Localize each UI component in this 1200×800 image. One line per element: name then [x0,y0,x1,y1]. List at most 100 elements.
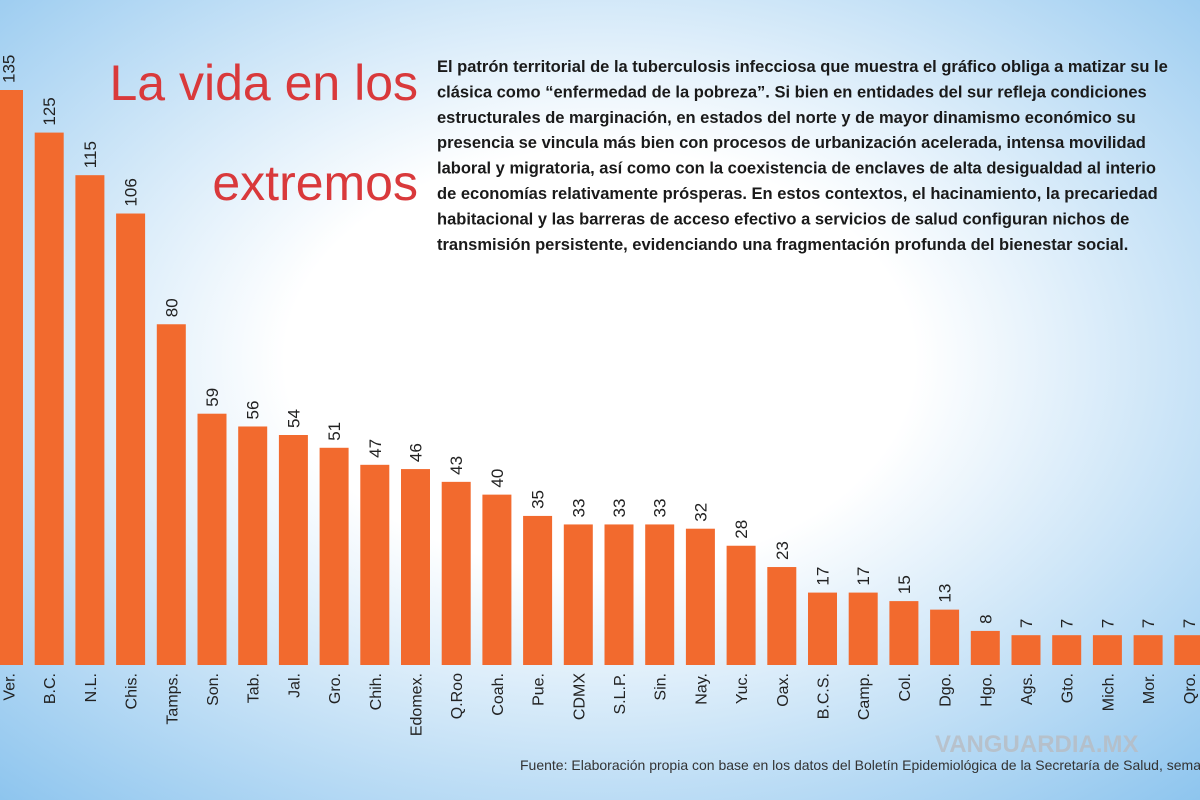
bar [441,481,471,665]
value-label: 54 [284,409,303,428]
bar [1133,635,1163,665]
bar [930,609,960,665]
x-tick-label: Col. [897,673,914,701]
x-tick-label: Pue. [531,673,548,706]
paragraph-line: El patrón territorial de la tuberculosis… [437,58,1168,76]
value-label: 125 [40,97,59,125]
x-tick-label: Edomex. [409,673,426,736]
bar [889,601,919,665]
x-tick-label: B.C. [42,673,59,704]
bar [0,90,23,665]
value-label: 59 [203,388,222,407]
value-label: 47 [366,439,385,458]
bar [75,175,105,665]
x-tick-label: Gto. [1060,673,1077,703]
x-tick-label: Son. [205,673,222,706]
value-label: 35 [529,490,548,509]
bar [848,592,878,665]
value-label: 17 [854,567,873,586]
bar [34,132,64,665]
bar [1174,635,1200,665]
chart-title: extremos [212,155,418,211]
paragraph-line: presencia se vincula más bien con proces… [437,134,1146,152]
bar [278,435,308,665]
bar [1092,635,1122,665]
bar [1052,635,1082,665]
x-tick-label: Chih. [368,673,385,710]
x-tick-label: Gro. [327,673,344,704]
value-label: 51 [325,422,344,441]
x-tick-label: Ags. [1019,673,1036,705]
value-label: 17 [814,567,833,586]
x-tick-label: Qro. [1182,673,1199,704]
value-label: 33 [569,499,588,518]
x-tick-label: Yuc. [734,673,751,704]
bar [156,324,186,665]
value-label: 32 [691,503,710,522]
x-tick-label: S.L.P. [612,673,629,715]
bar [116,213,146,665]
bar [645,524,675,665]
value-label: 115 [81,141,100,168]
bar [726,545,756,665]
bar [238,426,268,665]
value-label: 56 [244,401,263,420]
value-label: 7 [1058,619,1077,628]
x-tick-label: Q.Roo [449,673,466,719]
value-label: 80 [162,298,181,317]
paragraph-line: de economías relativamente prósperas. En… [437,185,1158,203]
bar [523,515,553,665]
x-tick-label: Nay. [693,673,710,705]
chart-title: La vida en los [109,55,418,111]
paragraph-line: laboral y migratoria, así como con la co… [437,160,1156,178]
bar [563,524,593,665]
bar [604,524,634,665]
x-tick-label: CDMX [571,673,588,720]
value-label: 135 [0,55,19,83]
bar [197,413,227,665]
value-label: 43 [447,456,466,475]
value-label: 28 [732,520,751,539]
x-tick-label: Mich. [1100,673,1117,711]
x-tick-label: Tamps. [164,673,181,725]
value-label: 46 [407,443,426,462]
bar [767,567,797,665]
value-label: 7 [1017,619,1036,628]
x-tick-label: Jal. [286,673,303,698]
bar [685,528,715,665]
value-label: 13 [936,584,955,603]
x-tick-label: Camp. [856,673,873,720]
x-tick-label: N.L. [83,673,100,702]
value-label: 7 [1180,619,1199,628]
bar [1011,635,1041,665]
watermark: VANGUARDIA.MX [935,731,1139,758]
value-label: 15 [895,575,914,594]
bar [970,630,1000,665]
value-label: 33 [651,499,670,518]
x-tick-label: Dgo. [938,673,955,707]
x-tick-label: Tab. [246,673,263,703]
x-tick-label: Oax. [775,673,792,707]
paragraph-line: habitacional y las barreras de acceso ef… [437,210,1129,228]
value-label: 33 [610,499,629,518]
bar [482,494,512,665]
paragraph-line: clásica como “enfermedad de la pobreza”.… [437,83,1147,101]
bar [808,592,837,665]
value-label: 23 [773,541,792,560]
value-label: 8 [976,614,995,623]
x-tick-label: Ver. [2,673,19,701]
bar [360,464,390,665]
value-label: 7 [1139,619,1158,628]
value-label: 106 [122,178,141,206]
paragraph-line: transmisión persistente, evidenciando un… [437,236,1128,254]
x-tick-label: Sin. [653,673,670,701]
x-tick-label: Mor. [1141,673,1158,704]
bar [401,469,430,665]
source-note: Fuente: Elaboración propia con base en l… [520,757,1200,773]
x-tick-label: B.C.S. [816,673,833,719]
value-label: 40 [488,469,507,488]
x-tick-label: Hgo. [978,673,995,707]
